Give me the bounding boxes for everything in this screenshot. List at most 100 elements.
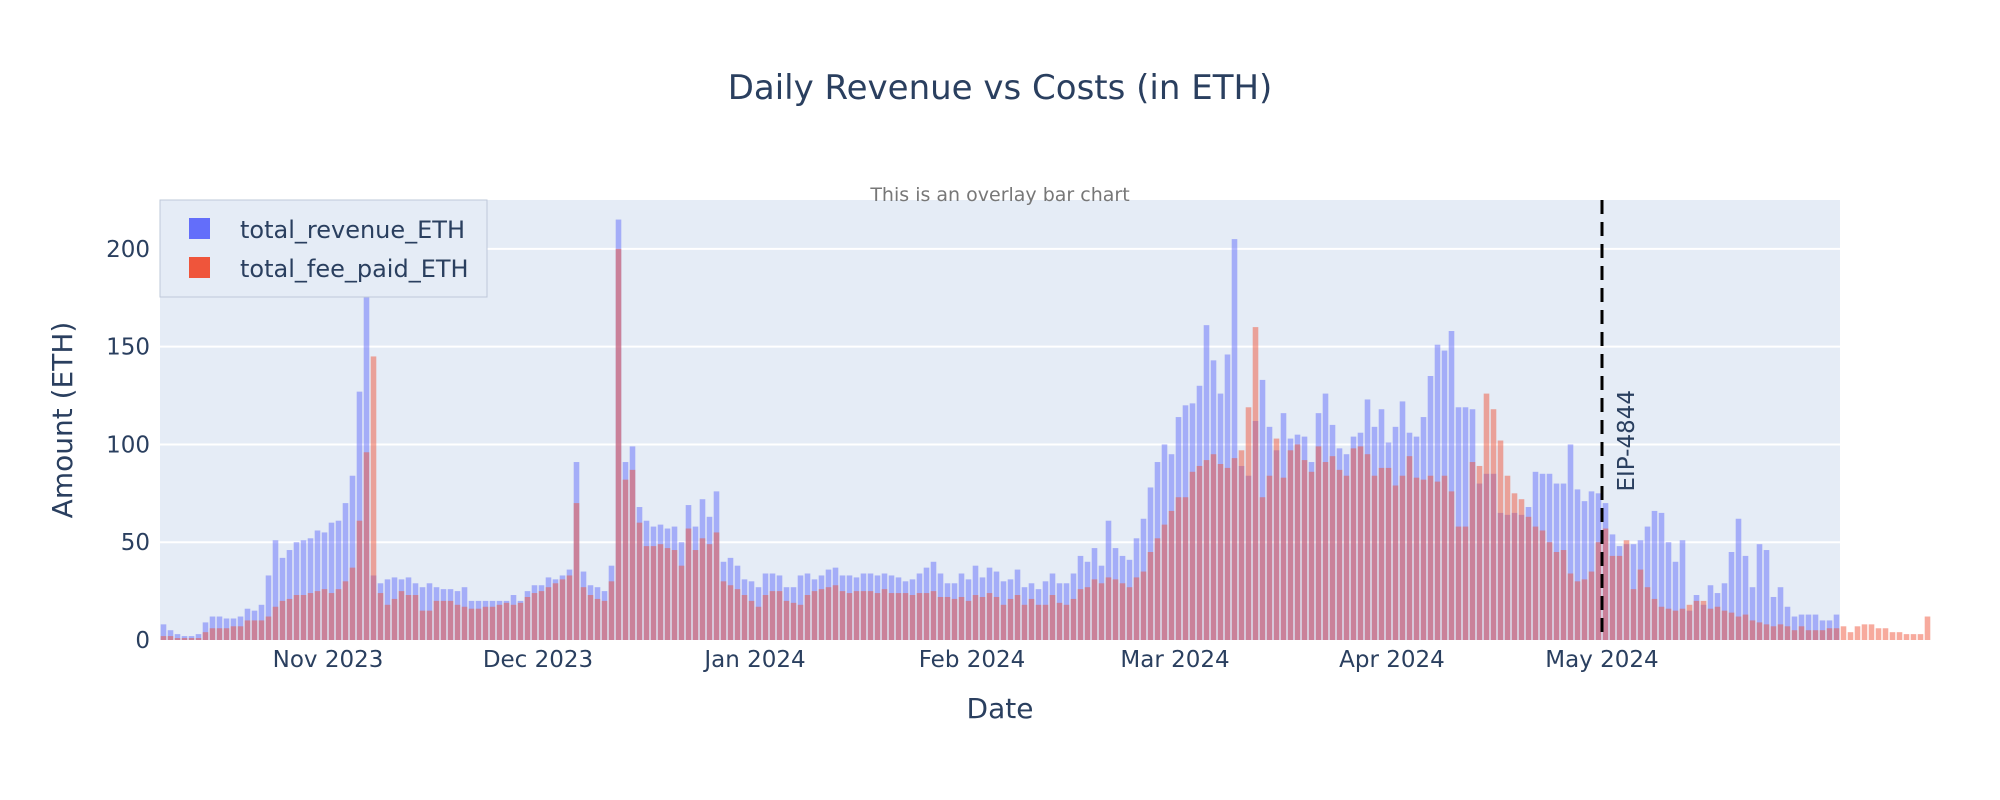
fee-bar-122 [1014,595,1021,640]
fee-bar-74 [678,565,685,640]
fee-bar-237 [1819,630,1826,640]
fee-bar-8 [216,628,223,640]
fee-bar-51 [517,602,524,640]
fee-bar-197 [1539,530,1546,640]
fee-bar-107 [909,595,916,640]
fee-bar-134 [1098,583,1105,640]
fee-bar-154 [1238,450,1245,640]
revenue-bar-0 [160,624,167,640]
fee-bar-148 [1196,465,1203,640]
revenue-bar-186 [1462,407,1469,640]
fee-bar-71 [657,544,664,640]
revenue-bar-24 [328,522,335,640]
fee-bar-38 [426,610,433,640]
fee-bar-84 [748,600,755,640]
fee-bar-167 [1329,456,1336,640]
y-axis-ticks: 0 50 100 150 200 [106,237,150,654]
fee-bar-1 [167,636,174,640]
fee-bar-182 [1434,481,1441,640]
revenue-bar-23 [321,532,328,640]
fee-bar-13 [251,620,258,640]
fee-bar-132 [1084,587,1091,640]
eip-4844-label: EIP-4844 [1614,390,1640,492]
fee-bar-226 [1742,614,1749,640]
fee-bar-158 [1266,475,1273,640]
fee-bar-219 [1693,600,1700,640]
fee-bar-43 [461,606,468,640]
fee-bar-160 [1280,477,1287,640]
fee-bar-186 [1462,526,1469,640]
fee-bar-234 [1798,626,1805,640]
legend-swatch-revenue[interactable] [189,218,210,239]
fee-bar-18 [286,598,293,640]
fee-bar-113 [951,598,958,640]
fee-bar-135 [1105,577,1112,640]
legend-label-fee[interactable]: total_fee_paid_ETH [240,255,469,283]
fee-bar-62 [594,598,601,640]
fee-bar-56 [552,583,559,640]
fee-bar-82 [734,589,741,640]
revenue-bar-236 [1812,614,1819,640]
fee-bar-245 [1875,628,1882,640]
revenue-bar-5 [195,634,202,640]
fee-bar-112 [944,596,951,640]
legend-label-revenue[interactable]: total_revenue_ETH [240,216,465,244]
x-tick-label-feb-2024: Feb 2024 [919,647,1026,673]
fee-bar-59 [573,503,580,640]
fee-bar-233 [1791,630,1798,640]
fee-bar-179 [1413,477,1420,640]
legend[interactable]: total_revenue_ETH total_fee_paid_ETH [159,199,488,298]
fee-bar-2 [174,638,181,640]
fee-bar-212 [1644,587,1651,640]
fee-bar-183 [1441,475,1448,640]
fee-bar-222 [1714,606,1721,640]
fee-bar-204 [1588,571,1595,640]
fee-bar-238 [1826,628,1833,640]
fee-bar-239 [1833,628,1840,640]
fee-bar-90 [790,602,797,640]
y-tick-label-200: 200 [106,237,150,263]
fee-bar-27 [349,567,356,640]
fee-bar-19 [293,595,300,640]
fee-bar-69 [643,546,650,640]
fee-bar-109 [923,593,930,640]
fee-bar-184 [1448,491,1455,640]
fee-bar-35 [405,595,412,640]
fee-bar-163 [1301,460,1308,640]
legend-swatch-fee[interactable] [189,257,210,278]
eip-4844-annotation: EIP-4844 [1600,200,1640,640]
x-tick-label-mar-2024: Mar 2024 [1120,647,1229,673]
revenue-bar-227 [1749,587,1756,640]
fee-bar-181 [1427,475,1434,640]
fee-bar-34 [398,591,405,640]
fee-bar-246 [1882,628,1889,640]
x-tick-label-may-2024: May 2024 [1545,647,1658,673]
fee-bar-144 [1168,510,1175,640]
x-tick-label-jan-2024: Jan 2024 [702,647,805,673]
y-tick-label-100: 100 [106,432,150,458]
revenue-bar-239 [1833,614,1840,640]
fee-bar-76 [692,550,699,640]
fee-bar-101 [867,591,874,640]
fee-bar-97 [839,591,846,640]
fee-bar-195 [1525,516,1532,640]
fee-bar-64 [608,581,615,640]
fee-bar-36 [412,595,419,640]
fee-bar-221 [1707,608,1714,640]
revenue-bar-15 [265,575,272,640]
fee-bar-29 [363,452,370,640]
fee-bar-39 [433,600,440,640]
fee-bar-241 [1847,632,1854,640]
chart-title: Daily Revenue vs Costs (in ETH) [728,68,1273,108]
fee-bar-149 [1203,460,1210,640]
fee-bar-205 [1595,542,1602,640]
fee-bar-61 [587,595,594,640]
fee-bar-170 [1350,448,1357,640]
fee-bar-156 [1252,327,1259,640]
revenue-bar-235 [1805,614,1812,640]
x-tick-label-dec-2023: Dec 2023 [483,647,593,673]
fee-bar-196 [1532,526,1539,640]
fee-bar-100 [860,591,867,640]
fee-bar-248 [1896,632,1903,640]
revenue-bar-213 [1651,510,1658,640]
